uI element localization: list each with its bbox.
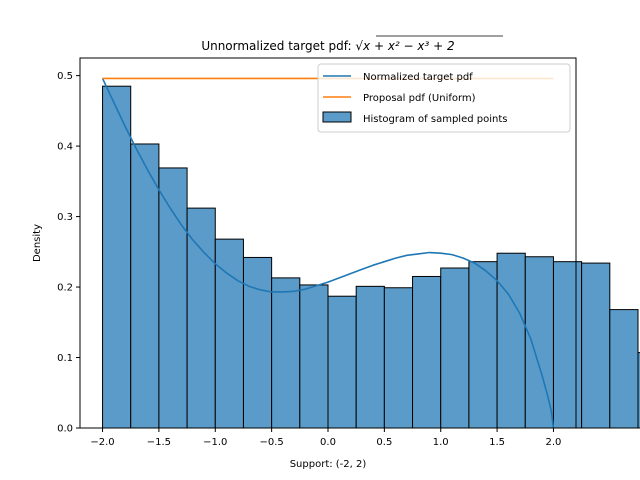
histogram-bar [186, 207, 216, 429]
histogram-bar [299, 284, 329, 429]
x-tick-label: −0.5 [259, 437, 283, 448]
x-tick-label: 1.0 [433, 437, 449, 448]
x-tick-label: 2.0 [546, 437, 562, 448]
y-tick-label: 0.4 [57, 142, 73, 153]
y-tick-label: 0.2 [57, 283, 73, 294]
chart-title-prefix: Unnormalized target pdf: [201, 39, 355, 53]
histogram-bar [355, 285, 385, 429]
chart-title: Unnormalized target pdf: √x + x² − x³ + … [201, 39, 454, 53]
y-tick-label: 0.1 [57, 353, 73, 364]
histogram-bar [637, 352, 640, 429]
histogram-bar [327, 295, 357, 429]
histogram-bar [412, 275, 442, 429]
plot-area [101, 77, 640, 429]
sqrt-symbol: √ [355, 39, 363, 53]
legend-label-proposal-pdf: Proposal pdf (Uniform) [363, 93, 476, 104]
y-tick-label: 0.3 [57, 212, 73, 223]
x-axis-label: Support: (-2, 2) [290, 459, 367, 470]
x-tick-label: −1.0 [203, 437, 227, 448]
x-tick-label: −1.5 [147, 437, 171, 448]
x-tick-label: 1.5 [489, 437, 505, 448]
x-tick-label: 0.0 [320, 437, 336, 448]
legend-box [317, 63, 571, 133]
y-axis-label: Density [32, 224, 43, 262]
histogram-bar [102, 85, 132, 429]
histogram-bar [609, 309, 639, 429]
histogram-bar [130, 143, 160, 429]
histogram-bar [552, 261, 583, 429]
histogram-bar [271, 277, 301, 429]
histogram-bar [581, 262, 611, 429]
y-tick-label: 0.0 [57, 424, 73, 435]
histogram-bar [468, 261, 498, 429]
series-line-target-pdf [101, 78, 555, 429]
x-tick-label: −2.0 [90, 437, 114, 448]
histogram-bar [496, 252, 526, 429]
chart-title-expression: x + x² − x³ + 2 [362, 39, 455, 53]
histogram-bar [242, 256, 273, 429]
histogram-bar [440, 267, 470, 429]
x-tick-label: 0.5 [376, 437, 392, 448]
legend-label-target-pdf: Normalized target pdf [363, 72, 473, 83]
histogram-bar [158, 167, 188, 429]
histogram-bar [383, 287, 414, 429]
y-tick-label: 0.5 [57, 71, 73, 82]
legend-swatch-histogram [322, 111, 352, 123]
x-axis: −2.0 −1.5 −1.0 −0.5 0.0 0.5 1.0 1.5 2.0 [90, 428, 561, 448]
y-axis: 0.0 0.1 0.2 0.3 0.4 0.5 [57, 71, 80, 435]
legend-label-histogram: Histogram of sampled points [363, 114, 507, 125]
legend: Normalized target pdf Proposal pdf (Unif… [317, 63, 571, 133]
